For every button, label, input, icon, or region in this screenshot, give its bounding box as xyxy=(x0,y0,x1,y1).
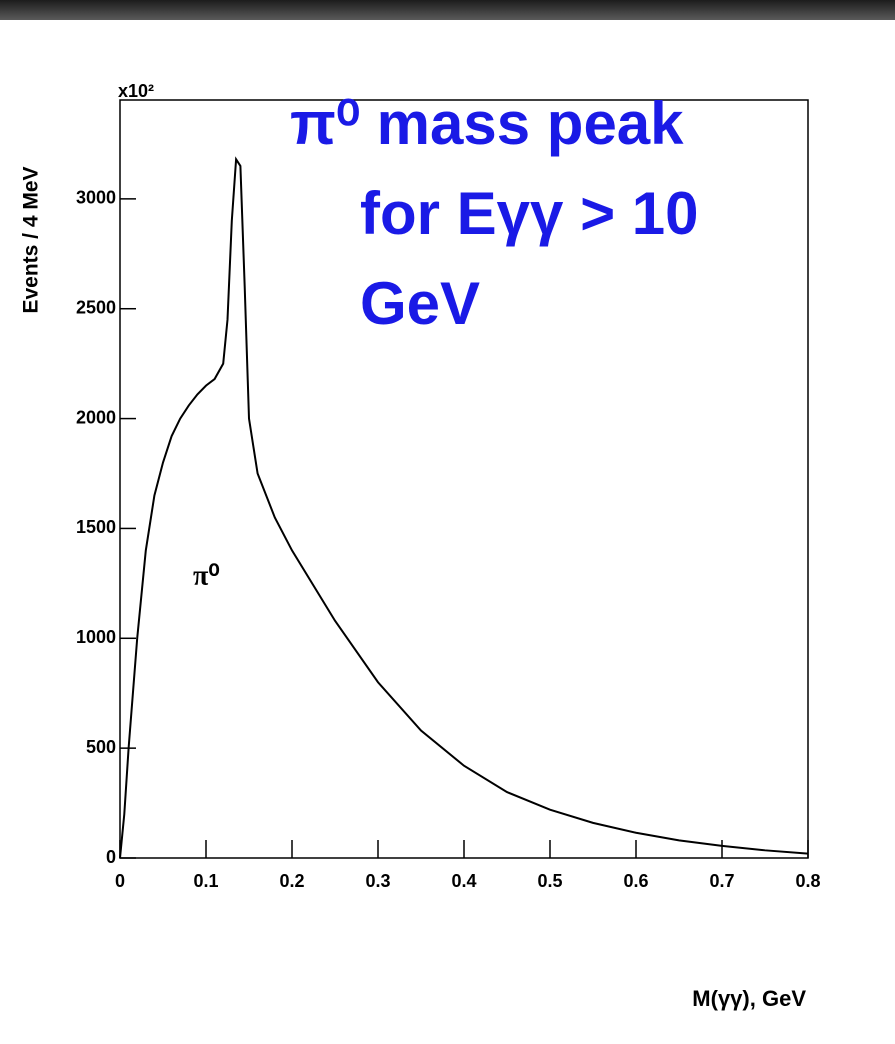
title-line: π⁰ mass peak xyxy=(290,90,684,157)
data-line xyxy=(119,156,809,859)
x-tick-label: 0.5 xyxy=(537,871,562,891)
x-tick-label: 0.4 xyxy=(451,871,476,891)
x-axis-label: M(γγ), GeV xyxy=(692,986,806,1011)
x-tick-label: 0.7 xyxy=(709,871,734,891)
peak-annotation: π⁰ xyxy=(193,560,220,591)
y-tick-label: 1000 xyxy=(76,627,116,647)
title-line: for Eγγ > 10 xyxy=(360,180,699,247)
x-tick-label: 0.8 xyxy=(795,871,820,891)
y-multiplier: x10² xyxy=(118,81,154,101)
top-bar xyxy=(0,0,895,20)
x-tick-label: 0.6 xyxy=(623,871,648,891)
y-tick-label: 0 xyxy=(106,847,116,867)
title-line: GeV xyxy=(360,270,480,337)
y-tick-label: 1500 xyxy=(76,517,116,537)
x-tick-label: 0 xyxy=(115,871,125,891)
y-tick-label: 2500 xyxy=(76,297,116,317)
y-tick-label: 2000 xyxy=(76,407,116,427)
x-tick-label: 0.3 xyxy=(365,871,390,891)
y-tick-label: 3000 xyxy=(76,188,116,208)
x-tick-label: 0.1 xyxy=(193,871,218,891)
x-tick-label: 0.2 xyxy=(279,871,304,891)
y-tick-label: 500 xyxy=(86,737,116,757)
y-axis-label: Events / 4 MeV xyxy=(20,166,43,313)
